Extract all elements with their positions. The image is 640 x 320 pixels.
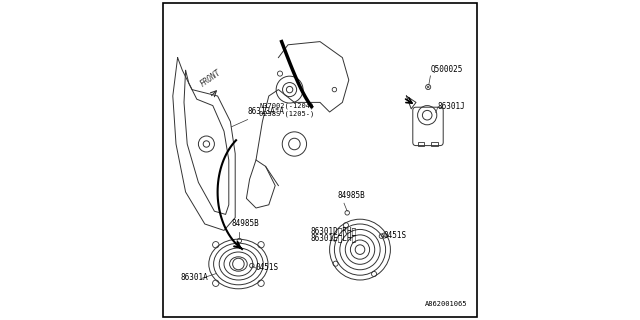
Text: 84985B: 84985B — [232, 219, 260, 228]
Text: FRONT: FRONT — [198, 68, 223, 88]
Text: 86313A*A: 86313A*A — [231, 107, 285, 127]
Text: 0451S: 0451S — [256, 263, 279, 272]
Text: A862001065: A862001065 — [425, 301, 467, 307]
Text: 86301A: 86301A — [181, 273, 209, 282]
Text: 84985B: 84985B — [338, 191, 365, 200]
Text: 86301D〈RH〉: 86301D〈RH〉 — [310, 227, 356, 236]
Text: 86301E〈LH〉: 86301E〈LH〉 — [310, 234, 356, 243]
Text: 0451S: 0451S — [384, 231, 407, 240]
Text: 0238S (1205-): 0238S (1205-) — [259, 110, 314, 117]
Text: N37002(-1204): N37002(-1204) — [259, 102, 314, 109]
Text: 86301J: 86301J — [438, 102, 465, 111]
Text: Q500025: Q500025 — [430, 65, 463, 74]
